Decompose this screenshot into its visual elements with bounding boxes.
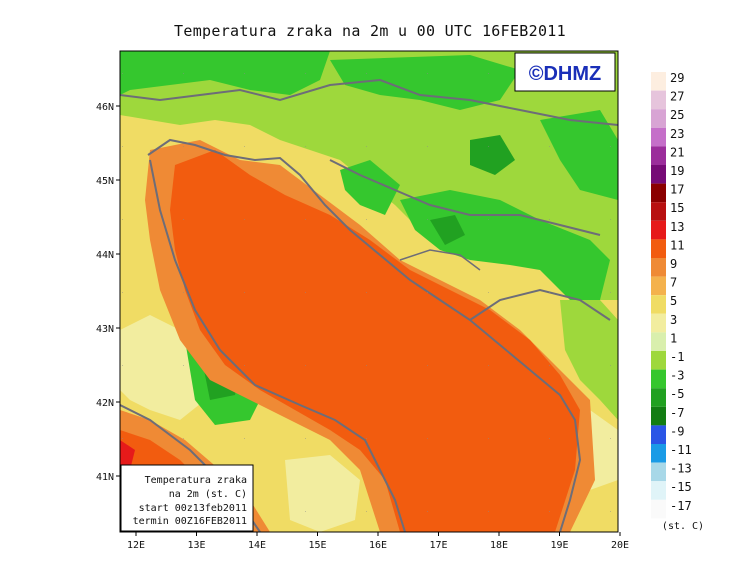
lon-tick-label: 20E bbox=[611, 540, 629, 551]
colorbar-label: 25 bbox=[670, 108, 684, 122]
colorbar-label: 27 bbox=[670, 90, 684, 104]
colorbar-label: 19 bbox=[670, 164, 684, 178]
colorbar-swatch bbox=[651, 444, 666, 463]
svg-text:©DHMZ: ©DHMZ bbox=[529, 63, 602, 85]
colorbar-label: -7 bbox=[670, 406, 684, 420]
legend-box: Temperatura zraka na 2m (st. C) start 00… bbox=[120, 464, 254, 532]
lon-tick-label: 19E bbox=[550, 540, 568, 551]
colorbar-label: -9 bbox=[670, 424, 684, 438]
lat-tick-label: 41N bbox=[96, 472, 114, 483]
colorbar-swatch bbox=[651, 295, 666, 314]
lat-tick-label: 45N bbox=[96, 176, 114, 187]
colorbar-swatch bbox=[651, 127, 666, 147]
colorbar-unit: (st. C) bbox=[662, 521, 704, 532]
latitude-ticks: 46N 45N 44N 43N 42N 41N bbox=[96, 102, 120, 483]
lon-tick-label: 15E bbox=[308, 540, 326, 551]
colorbar-label: -13 bbox=[670, 462, 692, 476]
lat-tick-label: 44N bbox=[96, 250, 114, 261]
colorbar-swatch bbox=[651, 481, 666, 500]
lon-tick-label: 13E bbox=[187, 540, 205, 551]
colorbar-label: 1 bbox=[670, 331, 677, 345]
legend-line-2: na 2m (st. C) bbox=[169, 489, 247, 500]
colorbar-label: 5 bbox=[670, 294, 677, 308]
colorbar-label: 21 bbox=[670, 145, 684, 159]
colorbar-swatch bbox=[651, 202, 666, 221]
map-frame bbox=[119, 50, 619, 533]
lat-tick-label: 43N bbox=[96, 324, 114, 335]
colorbar-swatch bbox=[651, 406, 666, 426]
colorbar-swatch bbox=[651, 276, 666, 296]
colorbar-label: 7 bbox=[670, 276, 677, 290]
colorbar-label: -15 bbox=[670, 480, 692, 494]
legend-line-4: termin 00Z16FEB2011 bbox=[133, 516, 247, 527]
colorbar-swatch bbox=[651, 258, 666, 277]
legend-line-3: start 00z13feb2011 bbox=[139, 503, 247, 514]
colorbar-swatch bbox=[651, 313, 666, 333]
colorbar-label: -1 bbox=[670, 350, 684, 364]
colorbar-swatch bbox=[651, 239, 666, 258]
colorbar-label: -11 bbox=[670, 443, 692, 457]
colorbar-label: 23 bbox=[670, 127, 684, 141]
colorbar-swatch bbox=[651, 220, 666, 240]
lat-tick-label: 46N bbox=[96, 102, 114, 113]
colorbar-swatch bbox=[651, 90, 666, 110]
lon-tick-label: 14E bbox=[248, 540, 266, 551]
colorbar-label: 15 bbox=[670, 201, 684, 215]
colorbar-swatch bbox=[651, 183, 666, 203]
lon-tick-label: 12E bbox=[127, 540, 145, 551]
legend-line-1: Temperatura zraka bbox=[145, 475, 247, 486]
colorbar: 29 27 25 23 21 19 17 15 13 11 9 7 5 3 1 -1 -3 -5 -7 -9 -11 -1… bbox=[651, 71, 692, 519]
map-title: Temperatura zraka na 2m u 00 UTC 16FEB20… bbox=[174, 22, 566, 40]
colorbar-label: -5 bbox=[670, 387, 684, 401]
colorbar-swatch bbox=[651, 109, 666, 128]
colorbar-swatch bbox=[651, 462, 666, 482]
colorbar-swatch bbox=[651, 332, 666, 351]
dhmz-logo: ©DHMZ bbox=[514, 52, 616, 92]
colorbar-label: 17 bbox=[670, 183, 684, 197]
lon-tick-label: 17E bbox=[429, 540, 447, 551]
colorbar-label: 11 bbox=[670, 238, 684, 252]
colorbar-label: 29 bbox=[670, 71, 684, 85]
colorbar-swatch bbox=[651, 369, 666, 389]
colorbar-swatch bbox=[651, 425, 666, 444]
colorbar-swatch bbox=[651, 165, 666, 184]
colorbar-label: 3 bbox=[670, 313, 677, 327]
colorbar-label: -3 bbox=[670, 369, 684, 383]
colorbar-swatch bbox=[651, 72, 666, 91]
colorbar-label: -17 bbox=[670, 499, 692, 513]
lon-tick-label: 18E bbox=[490, 540, 508, 551]
colorbar-label: 13 bbox=[670, 220, 684, 234]
colorbar-swatch bbox=[651, 388, 666, 407]
lat-tick-label: 42N bbox=[96, 398, 114, 409]
longitude-ticks: 12E 13E 14E 15E 16E 17E 18E 19E 20E bbox=[127, 532, 629, 551]
lon-tick-label: 16E bbox=[369, 540, 387, 551]
temperature-field bbox=[120, 51, 618, 532]
colorbar-swatch bbox=[651, 351, 666, 370]
colorbar-swatch bbox=[651, 146, 666, 165]
colorbar-swatch bbox=[651, 499, 666, 519]
colorbar-label: 9 bbox=[670, 257, 677, 271]
